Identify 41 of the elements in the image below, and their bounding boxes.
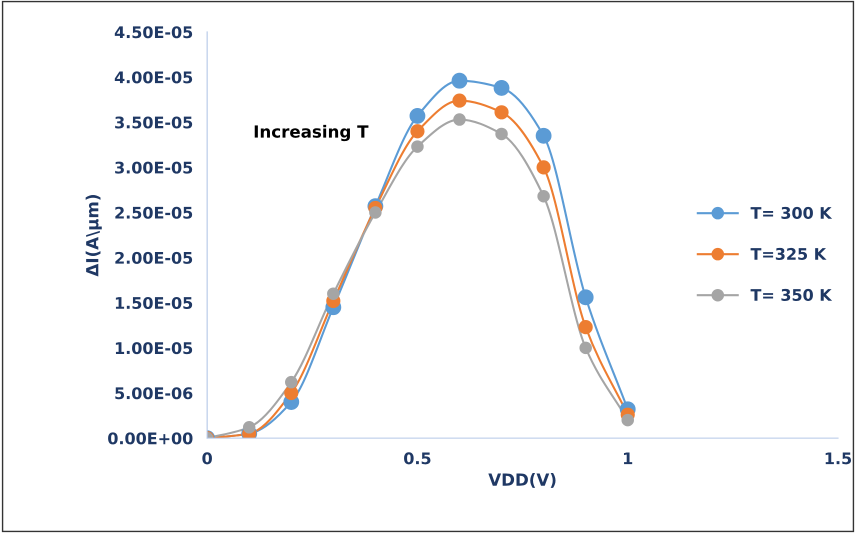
y-tick-label: 1.00E-05 [116, 342, 192, 354]
point [579, 342, 592, 354]
point [494, 80, 510, 96]
point [578, 320, 593, 334]
x-tick-label: 0.5 [404, 452, 430, 464]
y-tick-label: 3.00E-05 [115, 162, 192, 174]
legend-label: T= 350 K [750, 288, 832, 302]
y-tick-label: 3.50E-05 [115, 116, 192, 129]
x-tick-label: 1 [624, 452, 632, 464]
annotation: Increasing T [254, 124, 368, 142]
y-tick-label: 2.00E-05 [115, 252, 192, 264]
y-tick-label: 0.00E+00 [108, 432, 192, 444]
y-tick-label: 1.50E-05 [116, 296, 192, 310]
x-axis-title: VDD(V) [488, 473, 556, 488]
point [495, 128, 508, 140]
y-axis-title: ΔI(A\µm) [86, 195, 102, 276]
legend-label: T= 300 K [750, 206, 832, 219]
point [242, 421, 256, 434]
x-tick-label: 1.5 [826, 452, 852, 464]
y-tick-label: 2.50E-05 [115, 206, 192, 219]
point [537, 190, 550, 202]
x-tick-label: 0 [202, 452, 212, 464]
point [452, 93, 467, 108]
point [578, 289, 594, 306]
y-tick-label: 4.00E-05 [114, 71, 192, 84]
y-tick-label: 4.50E-05 [114, 26, 192, 38]
point [411, 140, 424, 153]
point [536, 160, 551, 174]
point [453, 113, 466, 126]
point [284, 386, 298, 400]
y-tick-label: 5.00E-06 [115, 387, 192, 400]
point [410, 124, 425, 138]
point [621, 414, 634, 426]
point [410, 108, 426, 124]
point [327, 287, 340, 300]
legend-label: T=325 K [750, 248, 827, 260]
point [494, 105, 509, 120]
point [285, 376, 298, 388]
point [536, 128, 552, 144]
point [452, 72, 468, 89]
point [369, 206, 382, 219]
